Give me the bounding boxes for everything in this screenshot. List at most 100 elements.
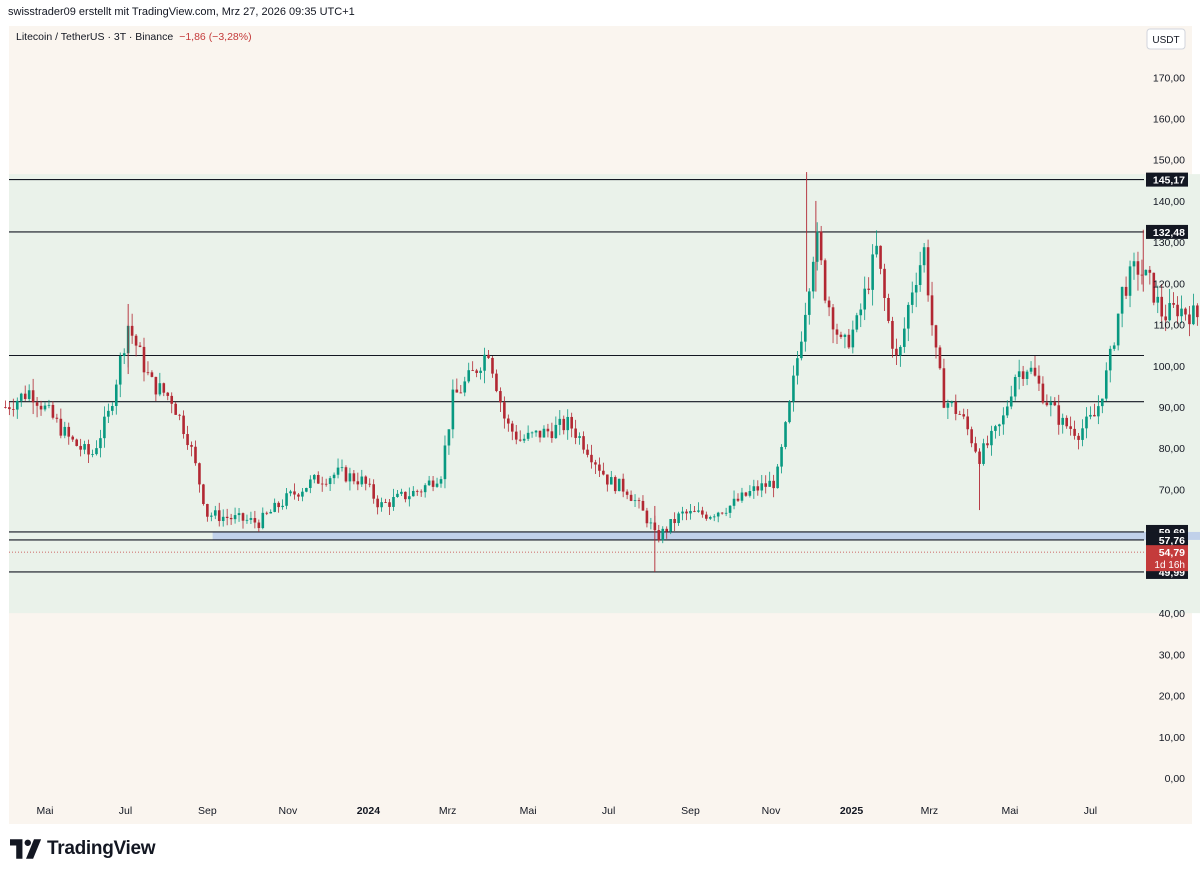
candle-body-149 (594, 462, 597, 464)
candle-body-276 (1097, 406, 1100, 416)
candle-body-141 (562, 419, 565, 430)
currency-label: USDT (1152, 35, 1179, 46)
candle-body-50 (202, 484, 205, 504)
x-tick-8: Sep (681, 805, 700, 817)
y-tick-160,00: 160,00 (1153, 113, 1185, 125)
candle-body-33 (135, 336, 138, 346)
candle-body-169 (673, 519, 676, 523)
y-tick-90,00: 90,00 (1159, 402, 1185, 414)
candle-body-245 (974, 443, 977, 451)
candle-body-111 (444, 445, 447, 479)
y-tick-170,00: 170,00 (1153, 72, 1185, 84)
candle-body-251 (998, 424, 1001, 426)
candle-body-286 (1137, 261, 1140, 274)
candle-body-1 (8, 407, 11, 409)
candle-body-124 (495, 374, 498, 391)
y-tick-120,00: 120,00 (1153, 278, 1185, 290)
candle-body-150 (598, 465, 601, 471)
candle-body-168 (669, 519, 672, 532)
candle-body-12 (52, 405, 55, 418)
candle-body-37 (151, 372, 154, 377)
x-tick-5: Mrz (439, 805, 457, 817)
candle-body-95 (380, 502, 383, 507)
candle-body-209 (832, 307, 835, 329)
candle-body-116 (463, 381, 466, 392)
candle-body-159 (634, 500, 637, 501)
candle-body-187 (745, 493, 748, 496)
candle-body-68 (273, 503, 276, 512)
y-tick-80,00: 80,00 (1159, 443, 1185, 455)
x-tick-0: Mai (37, 805, 54, 817)
candle-body-197 (784, 422, 787, 447)
candle-body-184 (733, 499, 736, 506)
candle-body-53 (214, 510, 217, 515)
candle-body-208 (828, 301, 831, 308)
candle-body-44 (178, 415, 181, 416)
candle-body-281 (1117, 314, 1120, 346)
candle-body-140 (559, 419, 562, 425)
candle-body-76 (305, 488, 308, 492)
candle-body-80 (321, 484, 324, 485)
candle-body-188 (749, 491, 752, 496)
candle-body-223 (887, 298, 890, 321)
candle-body-148 (590, 455, 593, 462)
candle-body-64 (258, 523, 261, 529)
candle-body-233 (927, 247, 930, 295)
y-tick-110,00: 110,00 (1154, 320, 1185, 332)
candle-body-201 (800, 342, 803, 358)
candle-body-244 (970, 429, 973, 443)
candle-body-192 (764, 483, 767, 487)
candle-body-161 (642, 501, 645, 511)
candle-body-180 (717, 513, 720, 517)
candle-body-4 (20, 394, 23, 401)
candle-body-48 (194, 447, 197, 463)
candle-body-224 (891, 321, 894, 349)
candle-body-21 (87, 444, 90, 454)
candle-body-103 (412, 491, 415, 496)
candle-body-212 (844, 335, 847, 337)
candle-body-119 (475, 370, 478, 373)
candle-body-135 (539, 431, 542, 438)
candle-body-165 (658, 530, 661, 540)
candle-body-289 (1149, 270, 1152, 273)
candle-body-13 (56, 418, 59, 419)
candle-body-57 (230, 518, 233, 519)
tradingview-logo[interactable]: TradingView (10, 838, 155, 860)
candle-body-42 (170, 396, 173, 404)
x-tick-6: Mai (520, 805, 537, 817)
x-tick-7: Jul (602, 805, 615, 817)
candle-body-301 (1196, 305, 1199, 317)
candle-body-145 (578, 436, 581, 438)
candle-body-151 (602, 471, 605, 475)
candle-body-235 (935, 325, 938, 347)
candle-body-263 (1046, 403, 1049, 406)
candle-body-18 (75, 440, 78, 446)
candle-body-92 (368, 484, 371, 485)
candle-body-299 (1188, 314, 1191, 324)
candle-body-177 (705, 515, 708, 519)
countdown-text: 1d 16h (1154, 560, 1185, 571)
tradingview-logo-icon (10, 839, 42, 859)
candle-body-118 (471, 370, 474, 371)
candle-body-110 (440, 479, 443, 483)
candle-body-296 (1176, 305, 1179, 316)
candle-body-250 (994, 426, 997, 431)
candle-body-186 (741, 493, 744, 501)
candle-body-60 (242, 513, 245, 521)
candle-body-268 (1065, 418, 1068, 426)
candle-body-240 (955, 402, 958, 414)
candle-body-102 (408, 496, 411, 499)
candle-body-232 (923, 247, 926, 265)
candle-body-282 (1121, 287, 1124, 314)
x-tick-13: Jul (1084, 805, 1097, 817)
candle-body-81 (325, 484, 328, 485)
candle-body-113 (452, 390, 455, 430)
candle-body-128 (511, 424, 514, 432)
candle-body-196 (780, 447, 783, 467)
candle-body-82 (329, 478, 332, 484)
symbol-title[interactable]: Litecoin / TetherUS · 3T · Binance (16, 31, 173, 43)
candle-body-45 (182, 416, 185, 434)
candle-body-9 (40, 406, 43, 410)
candle-body-30 (123, 353, 126, 356)
